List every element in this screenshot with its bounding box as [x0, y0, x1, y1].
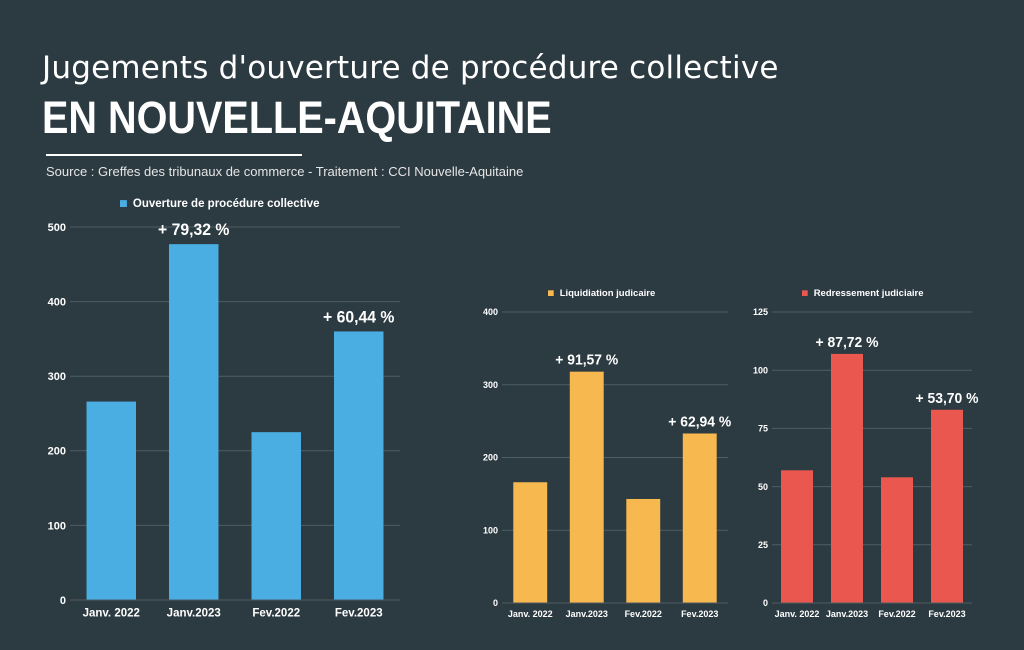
ouverture-pct-annotation: + 79,32 % [158, 220, 229, 239]
liquidation-legend-label: Liquidiation judicaire [560, 288, 656, 299]
ouverture-ytick-label: 500 [48, 222, 66, 234]
redressement-pct-annotation: + 87,72 % [816, 334, 879, 351]
liquidation-ytick-label: 0 [493, 598, 498, 608]
page-title-line1: Jugements d'ouverture de procédure colle… [42, 50, 779, 86]
ouverture-ytick-label: 200 [48, 446, 66, 458]
redressement-legend-label: Redressement judiciaire [814, 288, 924, 299]
redressement-legend: Redressement judiciaire [802, 288, 924, 299]
redressement-ytick-label: 75 [758, 424, 768, 434]
liquidation-legend: Liquidiation judicaire [548, 288, 655, 299]
ouverture-xtick-label: Janv.2023 [167, 608, 221, 620]
ouverture-legend-label: Ouverture de procédure collective [133, 198, 320, 210]
liquidation-xtick-label: Fev.2022 [625, 609, 662, 619]
ouverture-bar [334, 331, 384, 600]
ouverture-bar [251, 432, 301, 600]
liquidation-ytick-label: 100 [483, 525, 498, 535]
liquidation-ytick-label: 400 [483, 307, 498, 317]
redressement-xtick-label: Fev.2023 [928, 609, 965, 619]
redressement-legend-swatch [802, 290, 808, 296]
redressement-ytick-label: 50 [758, 482, 768, 492]
redressement-xtick-label: Janv. 2022 [775, 609, 820, 619]
ouverture-ytick-label: 300 [48, 371, 66, 383]
redressement-pct-annotation: + 53,70 % [916, 390, 979, 407]
ouverture-ytick-label: 400 [48, 296, 66, 308]
redressement-xtick-label: Janv.2023 [826, 609, 868, 619]
ouverture-bar [86, 401, 136, 600]
title-underline [46, 154, 302, 156]
ouverture-legend-swatch [120, 200, 127, 207]
liquidation-xtick-label: Janv. 2022 [508, 609, 553, 619]
ouverture-xtick-label: Fev.2022 [252, 608, 300, 620]
ouverture-pct-annotation: + 60,44 % [323, 307, 394, 326]
redressement-bar [881, 477, 913, 603]
liquidation-pct-annotation: + 91,57 % [555, 352, 618, 369]
redressement-bar [831, 353, 863, 603]
liquidation-bar [569, 371, 604, 603]
chart-liquidation: Liquidiation judicaire 0 100 200 300 400 Janv.… [483, 288, 731, 619]
liquidation-xtick-label: Janv.2023 [566, 609, 608, 619]
chart-ouverture: Ouverture de procédure collective 0 100 200… [48, 198, 400, 620]
ouverture-xtick-label: Janv. 2022 [83, 608, 140, 620]
liquidation-bar [513, 482, 548, 603]
liquidation-xtick-label: Fev.2023 [681, 609, 718, 619]
chart-redressement: Redressement judiciaire 0 25 50 75 100 125 Janv… [753, 288, 979, 619]
liquidation-bar [682, 433, 717, 603]
liquidation-ytick-label: 300 [483, 380, 498, 390]
redressement-xtick-label: Fev.2022 [878, 609, 915, 619]
liquidation-pct-annotation: + 62,94 % [668, 413, 731, 430]
page-title-line2: EN NOUVELLE-AQUITAINE [42, 92, 552, 143]
ouverture-legend: Ouverture de procédure collective [120, 198, 320, 210]
source-note: Source : Greffes des tribunaux de commer… [46, 164, 524, 179]
ouverture-ytick-label: 0 [60, 595, 66, 607]
redressement-bar [781, 470, 813, 603]
redressement-ytick-label: 125 [753, 307, 768, 317]
liquidation-bar [626, 498, 661, 603]
redressement-ytick-label: 0 [763, 598, 768, 608]
ouverture-ytick-label: 100 [48, 520, 66, 532]
ouverture-xtick-label: Fev.2023 [335, 608, 383, 620]
redressement-bar [931, 409, 963, 603]
liquidation-ytick-label: 200 [483, 453, 498, 463]
liquidation-legend-swatch [548, 290, 554, 296]
redressement-ytick-label: 25 [758, 540, 768, 550]
redressement-ytick-label: 100 [753, 365, 768, 375]
ouverture-bar [169, 244, 219, 600]
